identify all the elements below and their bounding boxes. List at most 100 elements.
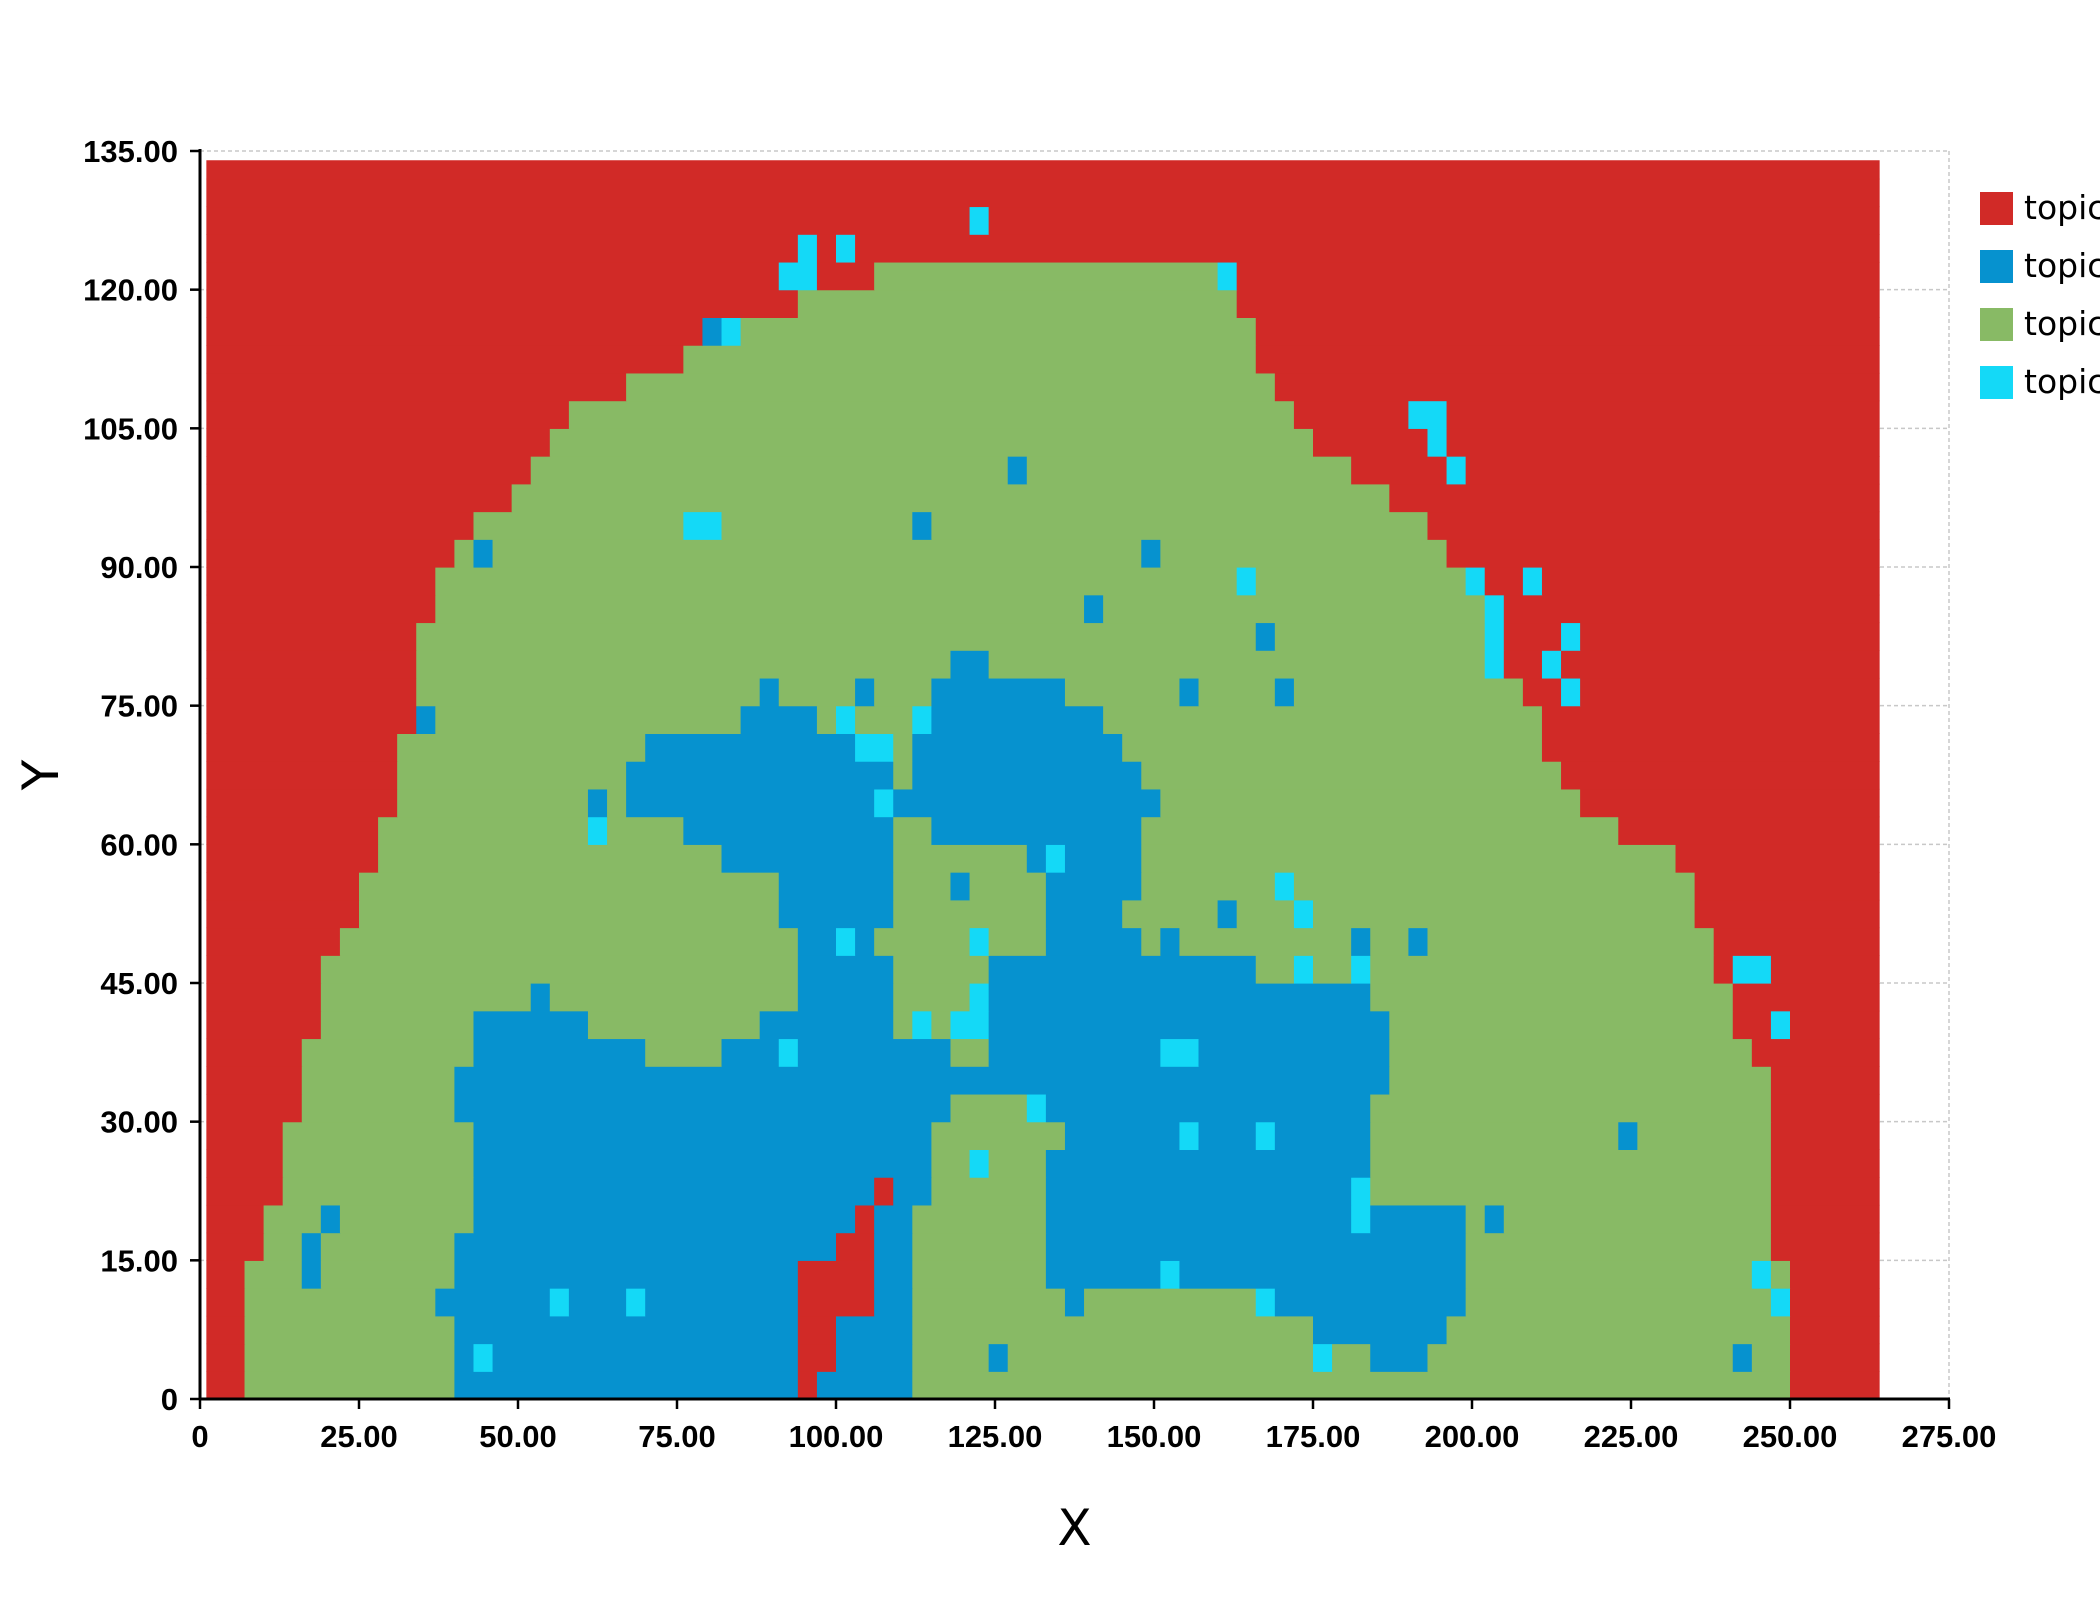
- heatmap-cell: [874, 788, 894, 818]
- heatmap-cell: [950, 1038, 990, 1067]
- heatmap-cell: [950, 1010, 990, 1040]
- heatmap-cell: [378, 844, 723, 873]
- heatmap-cell: [1484, 594, 1505, 624]
- heatmap-cell: [1045, 1260, 1161, 1289]
- heatmap-cell: [950, 650, 990, 679]
- heatmap-cell: [1351, 456, 1448, 485]
- heatmap-cell: [1790, 1010, 1880, 1040]
- heatmap-cell: [931, 1010, 952, 1040]
- heatmap-cell: [1522, 567, 1543, 596]
- heatmap-cell: [797, 1315, 837, 1345]
- y-tick-label: 105.00: [83, 411, 178, 446]
- heatmap-cell: [912, 1232, 1047, 1261]
- heatmap-cell: [1770, 1093, 1880, 1123]
- heatmap-cell: [874, 1232, 913, 1261]
- heatmap-cell: [492, 539, 1142, 568]
- heatmap-cell: [282, 1149, 475, 1178]
- heatmap-cell: [244, 1343, 455, 1372]
- heatmap-cell: [1045, 1093, 1371, 1123]
- heatmap-cell: [912, 705, 932, 734]
- heatmap-cell: [931, 705, 1104, 734]
- heatmap-cell: [206, 733, 398, 762]
- heatmap-cell: [1770, 955, 1880, 984]
- heatmap-cell: [797, 1288, 875, 1317]
- heatmap-cell: [1561, 761, 1880, 790]
- heatmap-cell: [530, 456, 1009, 485]
- heatmap-cell: [1751, 1260, 1772, 1289]
- heatmap-cell: [320, 955, 799, 984]
- heatmap-cell: [454, 539, 475, 568]
- heatmap-cell: [874, 927, 971, 956]
- heatmap-cell: [1274, 1121, 1371, 1150]
- heatmap-cell: [206, 983, 322, 1012]
- heatmap-cell: [416, 650, 952, 679]
- heatmap-cell: [1790, 1343, 1880, 1372]
- heatmap-cell: [893, 761, 913, 790]
- heatmap-cell: [1446, 400, 1880, 429]
- heatmap-cell: [1770, 1232, 1880, 1261]
- heatmap-cell: [511, 483, 1390, 513]
- heatmap-cell: [1770, 1121, 1880, 1150]
- heatmap-cell: [607, 816, 684, 845]
- heatmap-cell: [1122, 733, 1543, 762]
- heatmap-cell: [912, 511, 932, 540]
- heatmap-cell: [206, 400, 570, 429]
- heatmap-cell: [740, 317, 1257, 346]
- heatmap-cell: [454, 1315, 799, 1345]
- heatmap-cell: [206, 1315, 246, 1345]
- heatmap-cell: [721, 1038, 780, 1067]
- heatmap-cell: [473, 511, 684, 540]
- legend-swatch: [1980, 366, 2013, 399]
- heatmap-cell: [1446, 539, 1880, 568]
- heatmap-cell: [1141, 539, 1161, 568]
- heatmap-cell: [1255, 317, 1880, 346]
- heatmap-cell: [1255, 1121, 1276, 1150]
- heatmap-cell: [206, 1066, 303, 1095]
- heatmap-cell: [1026, 1093, 1047, 1123]
- heatmap-cell: [1484, 567, 1524, 596]
- heatmap-cell: [301, 1232, 322, 1261]
- heatmap-cell: [1236, 261, 1880, 291]
- heatmap-cell: [435, 594, 1085, 624]
- heatmap-cell: [1274, 677, 1295, 707]
- heatmap-cell: [836, 1315, 913, 1345]
- heatmap-cell: [797, 1038, 952, 1067]
- heatmap-cell: [797, 1343, 837, 1372]
- heatmap-cell: [969, 1149, 990, 1178]
- heatmap-cell: [473, 1149, 932, 1178]
- heatmap-cell: [1141, 816, 1619, 845]
- heatmap-cell: [797, 234, 818, 263]
- heatmap-cell: [1179, 1260, 1467, 1289]
- y-tick-label: 120.00: [83, 273, 178, 308]
- heatmap-cell: [1045, 1232, 1467, 1261]
- heatmap-cell: [1198, 1038, 1390, 1067]
- heatmap-cell: [206, 1149, 284, 1178]
- heatmap-cell: [1732, 955, 1772, 984]
- heatmap-cell: [950, 872, 971, 901]
- heatmap-cell: [1103, 594, 1486, 624]
- heatmap-cell: [206, 705, 417, 734]
- heatmap-cell: [1351, 927, 1371, 956]
- heatmap-cell: [320, 1232, 455, 1261]
- heatmap-cell: [1427, 428, 1448, 457]
- heatmap-cell: [1274, 872, 1295, 901]
- heatmap-cell: [473, 1121, 932, 1150]
- heatmap-cell: [339, 1204, 475, 1234]
- heatmap-cell: [206, 289, 799, 318]
- heatmap-cell: [473, 539, 494, 568]
- heatmap-cell: [206, 594, 436, 624]
- heatmap-cell: [683, 816, 894, 845]
- heatmap-cell: [797, 289, 1238, 318]
- heatmap-cell: [931, 511, 1429, 540]
- heatmap-cell: [893, 872, 952, 901]
- heatmap-cell: [969, 927, 990, 956]
- heatmap-cell: [492, 1343, 799, 1372]
- heatmap-cell: [206, 178, 1880, 208]
- heatmap-cell: [416, 622, 1257, 651]
- heatmap-cell: [568, 1288, 627, 1317]
- x-tick-label: 225.00: [1584, 1419, 1679, 1454]
- heatmap-cell: [874, 1288, 913, 1317]
- heatmap-cell: [206, 1288, 246, 1317]
- heatmap-cell: [1255, 622, 1276, 651]
- heatmap-cell: [988, 206, 1880, 235]
